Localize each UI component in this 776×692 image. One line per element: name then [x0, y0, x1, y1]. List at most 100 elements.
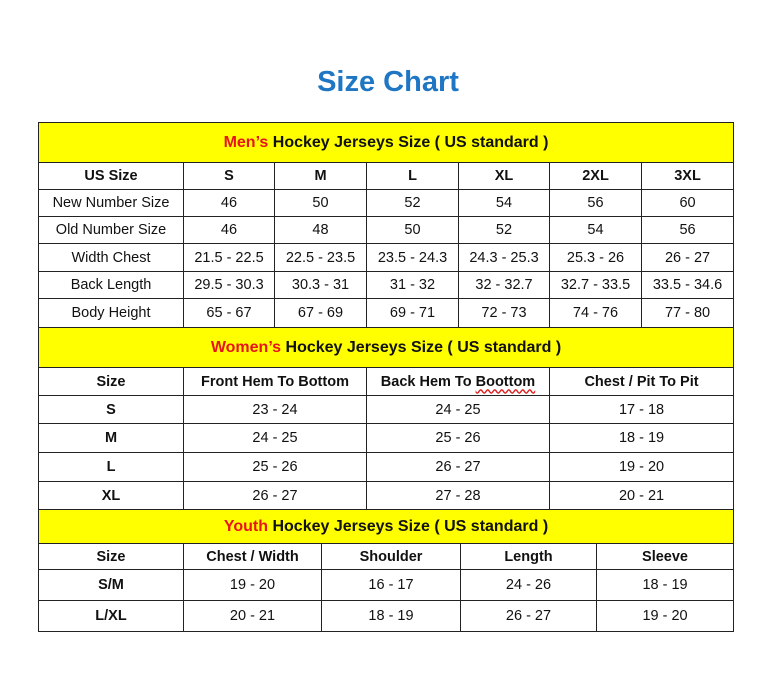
column-header-label: Size [96, 548, 126, 565]
column-header: XL [458, 162, 550, 190]
column-header: Shoulder [321, 543, 461, 570]
table-cell: 26 - 27 [183, 481, 367, 510]
page-title: Size Chart [317, 66, 459, 98]
table-row: New Number Size 46 50 52 54 56 60 [38, 189, 735, 217]
column-header: Front Hem To Bottom [183, 367, 367, 396]
table-cell: 69 - 71 [366, 298, 459, 328]
column-header-label: XL [494, 168, 514, 184]
column-header-label: Length [504, 548, 553, 565]
row-label: Body Height [38, 298, 184, 328]
table-row: L 25 - 26 26 - 27 19 - 20 [38, 452, 735, 482]
column-header: Size [38, 367, 184, 396]
table-cell: 27 - 28 [366, 481, 550, 510]
table-cell: 50 [274, 189, 367, 217]
column-header-row: US Size S M L XL 2XL 3XL [38, 162, 735, 190]
column-header-label: M [314, 168, 327, 184]
row-label: Width Chest [38, 243, 184, 272]
table-cell: 25.3 - 26 [549, 243, 642, 272]
table-cell: 30.3 - 31 [274, 271, 367, 299]
table-cell: 24 - 26 [460, 569, 597, 601]
column-header-label: S [224, 168, 234, 184]
table-row: Old Number Size 46 48 50 52 54 56 [38, 216, 735, 244]
table-cell: 19 - 20 [183, 569, 322, 601]
table-cell: 16 - 17 [321, 569, 461, 601]
row-label: Old Number Size [38, 216, 184, 244]
table-cell: 65 - 67 [183, 298, 275, 328]
table-cell: 18 - 19 [548, 423, 735, 453]
table-cell: 19 - 20 [548, 452, 735, 482]
women-size-table: Women’s Hockey Jerseys Size ( US standar… [37, 327, 735, 510]
table-cell: 46 [183, 189, 275, 217]
column-header: Chest / Pit To Pit [548, 367, 735, 396]
men-section-header: Men’s Hockey Jerseys Size ( US standard … [37, 122, 735, 163]
row-label: Back Length [38, 271, 184, 299]
table-cell: 25 - 26 [183, 452, 367, 482]
table-cell: 24 - 25 [366, 395, 550, 424]
column-header: M [274, 162, 367, 190]
table-row: Back Length 29.5 - 30.3 30.3 - 31 31 - 32 32… [38, 271, 735, 299]
row-label: XL [38, 481, 184, 510]
column-header-label: Chest / Pit To Pit [584, 373, 699, 390]
spellcheck-underline-word: Boottom [475, 373, 536, 390]
column-header-label: L [408, 168, 417, 184]
column-header: L [366, 162, 459, 190]
column-header: US Size [38, 162, 184, 190]
table-row: Width Chest 21.5 - 22.5 22.5 - 23.5 23.5 - … [38, 243, 735, 272]
table-cell: 29.5 - 30.3 [183, 271, 275, 299]
column-header-row: Size Front Hem To Bottom Back Hem To Boott… [38, 367, 735, 396]
section-title: Hockey Jerseys Size ( US standard ) [268, 517, 549, 535]
table-row: S/M 19 - 20 16 - 17 24 - 26 18 - 19 [38, 569, 735, 601]
table-cell: 24.3 - 25.3 [458, 243, 550, 272]
table-cell: 54 [549, 216, 642, 244]
column-header: Back Hem To Boottom [366, 367, 550, 396]
section-accent-word: Women’s [210, 338, 282, 356]
table-cell: 26 - 27 [366, 452, 550, 482]
row-label: L/XL [38, 600, 184, 632]
table-cell: 50 [366, 216, 459, 244]
section-title: Hockey Jerseys Size ( US standard ) [281, 338, 562, 356]
row-label: L [38, 452, 184, 482]
table-cell: 77 - 80 [640, 298, 735, 328]
row-label: New Number Size [38, 189, 184, 217]
table-cell: 22.5 - 23.5 [274, 243, 367, 272]
table-row: M 24 - 25 25 - 26 18 - 19 [38, 423, 735, 453]
column-header-label: Sleeve [642, 548, 688, 565]
table-cell: 52 [458, 216, 550, 244]
column-header: Sleeve [595, 543, 735, 570]
column-header: S [183, 162, 275, 190]
row-label: S [38, 395, 184, 424]
table-cell: 25 - 26 [366, 423, 550, 453]
table-row: XL 26 - 27 27 - 28 20 - 21 [38, 481, 735, 510]
table-cell: 74 - 76 [549, 298, 642, 328]
table-cell: 48 [274, 216, 367, 244]
table-cell: 17 - 18 [548, 395, 735, 424]
youth-size-table: Youth Hockey Jerseys Size ( US standard … [37, 509, 735, 632]
section-title: Hockey Jerseys Size ( US standard ) [268, 133, 549, 151]
table-cell: 21.5 - 22.5 [183, 243, 275, 272]
table-cell: 18 - 19 [595, 569, 735, 601]
table-cell: 24 - 25 [183, 423, 367, 453]
table-cell: 56 [549, 189, 642, 217]
table-row: Body Height 65 - 67 67 - 69 69 - 71 72 - 73 7… [38, 298, 735, 328]
table-cell: 33.5 - 34.6 [640, 271, 735, 299]
column-header: Length [460, 543, 597, 570]
column-header-label: Front Hem To Bottom [201, 373, 349, 390]
column-header: 2XL [549, 162, 642, 190]
table-row: L/XL 20 - 21 18 - 19 26 - 27 19 - 20 [38, 600, 735, 632]
column-header-label: Shoulder [359, 548, 423, 565]
table-cell: 20 - 21 [548, 481, 735, 510]
table-cell: 26 - 27 [640, 243, 735, 272]
column-header-label: Size [96, 373, 126, 390]
row-label: S/M [38, 569, 184, 601]
column-header-label: 3XL [674, 168, 701, 184]
youth-section-header: Youth Hockey Jerseys Size ( US standard … [37, 509, 735, 544]
column-header-row: Size Chest / Width Shoulder Length Sleeve [38, 543, 735, 570]
column-header-label: 2XL [582, 168, 609, 184]
table-cell: 31 - 32 [366, 271, 459, 299]
table-cell: 19 - 20 [595, 600, 735, 632]
table-cell: 32 - 32.7 [458, 271, 550, 299]
table-cell: 60 [640, 189, 735, 217]
column-header-label: US Size [84, 168, 138, 184]
table-cell: 46 [183, 216, 275, 244]
table-cell: 20 - 21 [183, 600, 322, 632]
